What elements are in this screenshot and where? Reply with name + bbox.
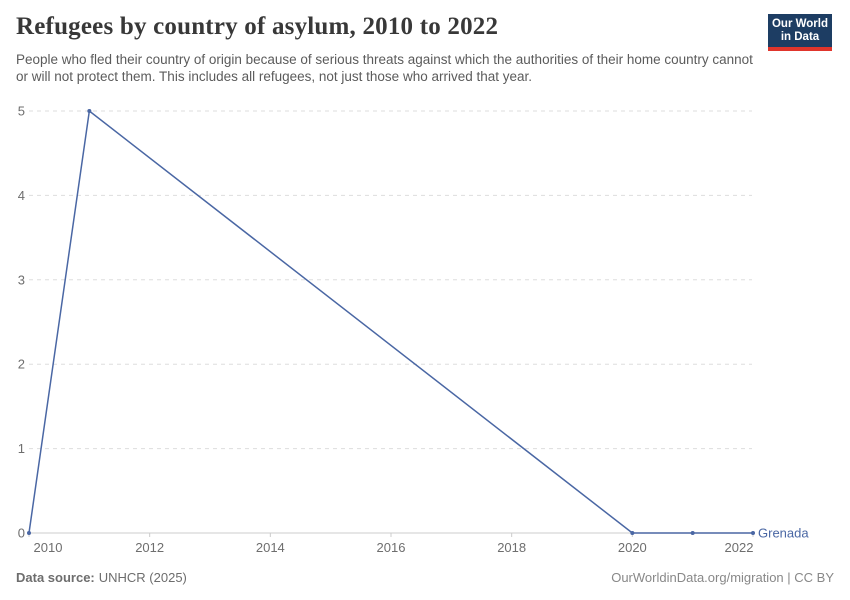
chart-subtitle: People who fled their country of origin …: [16, 52, 753, 84]
data-point: [87, 109, 92, 113]
line-grenada: [28, 109, 753, 534]
y-gridlines: [28, 110, 755, 534]
y-tick-label: 5: [18, 104, 25, 119]
owid-logo[interactable]: Our World in Data: [768, 14, 832, 51]
y-tick-label: 2: [18, 357, 25, 372]
x-tick-label: 2012: [135, 540, 164, 555]
y-tick-label: 3: [18, 272, 25, 287]
x-tick-label: 2014: [256, 540, 285, 555]
x-tick-label: 2016: [377, 540, 406, 555]
owid-logo-line2: in Data: [780, 30, 820, 43]
data-point: [690, 531, 695, 535]
x-axis-labels: 2010 2012 2014 2016 2018 2020 2022: [34, 540, 754, 555]
attribution-link[interactable]: OurWorldinData.org/migration | CC BY: [611, 570, 834, 585]
x-tick-label: 2020: [618, 540, 647, 555]
y-tick-label: 1: [18, 441, 25, 456]
data-point: [630, 531, 635, 535]
y-tick-label: 4: [18, 188, 25, 203]
x-tick-label: 2010: [34, 540, 63, 555]
entity-label-grenada[interactable]: Grenada: [758, 526, 809, 541]
x-tick-label: 2022: [725, 540, 754, 555]
data-source-value: UNHCR (2025): [98, 570, 187, 585]
y-tick-label: 0: [18, 526, 25, 541]
data-source-note: Data source: UNHCR (2025): [16, 570, 187, 585]
data-source-label: Data source:: [16, 570, 95, 585]
data-point: [27, 531, 31, 535]
x-tick-label: 2018: [497, 540, 526, 555]
data-point: [751, 531, 755, 535]
series-grenada: [27, 109, 755, 535]
y-axis-labels: 0 1 2 3 4 5: [18, 104, 25, 541]
owid-logo-line1: Our World: [771, 17, 828, 30]
page-title: Refugees by country of asylum, 2010 to 2…: [16, 13, 499, 40]
